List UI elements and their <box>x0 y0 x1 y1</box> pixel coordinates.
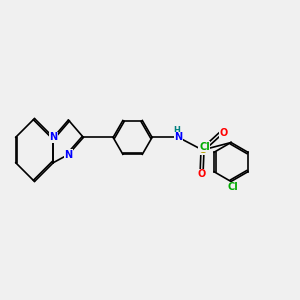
Text: N: N <box>64 149 73 160</box>
Text: Cl: Cl <box>199 142 210 152</box>
Text: S: S <box>199 145 206 155</box>
Text: Cl: Cl <box>227 182 238 193</box>
Text: N: N <box>49 132 58 142</box>
Text: H: H <box>174 126 180 135</box>
Text: N: N <box>174 132 183 142</box>
Text: O: O <box>220 128 228 139</box>
Text: O: O <box>197 169 206 179</box>
